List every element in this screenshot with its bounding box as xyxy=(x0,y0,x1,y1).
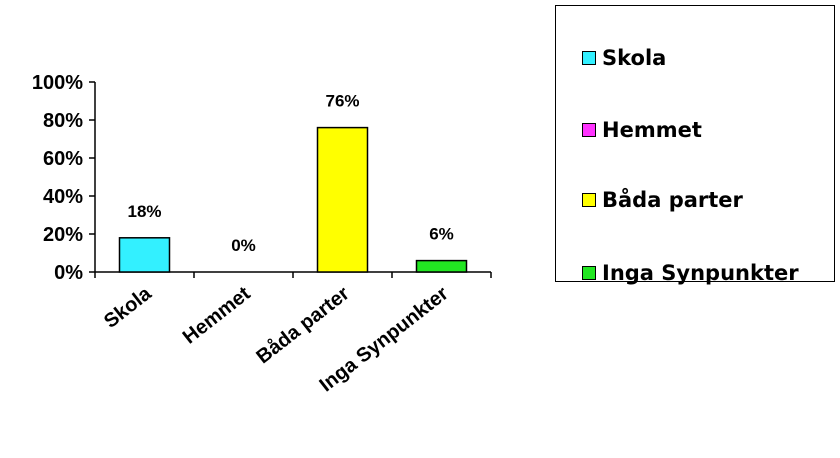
y-tick-label: 60% xyxy=(43,148,83,170)
legend-swatch xyxy=(582,123,596,137)
legend-label: Båda parter xyxy=(602,188,743,212)
y-tick-label: 80% xyxy=(43,110,83,132)
legend-label: Hemmet xyxy=(602,118,702,142)
y-tick-label: 0% xyxy=(54,262,83,284)
y-tick-label: 20% xyxy=(43,224,83,246)
data-label: 18% xyxy=(127,202,161,221)
y-tick-label: 40% xyxy=(43,186,83,208)
legend-item-inga-synpunkter: Inga Synpunkter xyxy=(582,261,799,285)
data-label: 76% xyxy=(325,92,359,111)
category-label: Båda parter xyxy=(252,282,354,369)
bar-3 xyxy=(316,126,369,273)
data-label: 6% xyxy=(429,225,454,244)
legend: Skola Hemmet Båda parter Inga Synpunkter xyxy=(555,5,835,285)
bar-4 xyxy=(415,259,468,273)
legend-item-hemmet: Hemmet xyxy=(582,118,702,142)
legend-swatch xyxy=(582,51,596,65)
legend-label: Inga Synpunkter xyxy=(602,261,799,285)
legend-swatch xyxy=(582,266,596,280)
bar-1 xyxy=(118,237,171,273)
legend-label: Skola xyxy=(602,46,667,70)
legend-item-skola: Skola xyxy=(582,46,666,70)
y-tick-label: 100% xyxy=(32,72,83,94)
data-label: 0% xyxy=(231,236,256,255)
category-label: Skola xyxy=(100,282,156,333)
legend-item-bada-parter: Båda parter xyxy=(582,188,743,212)
category-label: Hemmet xyxy=(179,282,255,348)
legend-swatch xyxy=(582,193,596,207)
